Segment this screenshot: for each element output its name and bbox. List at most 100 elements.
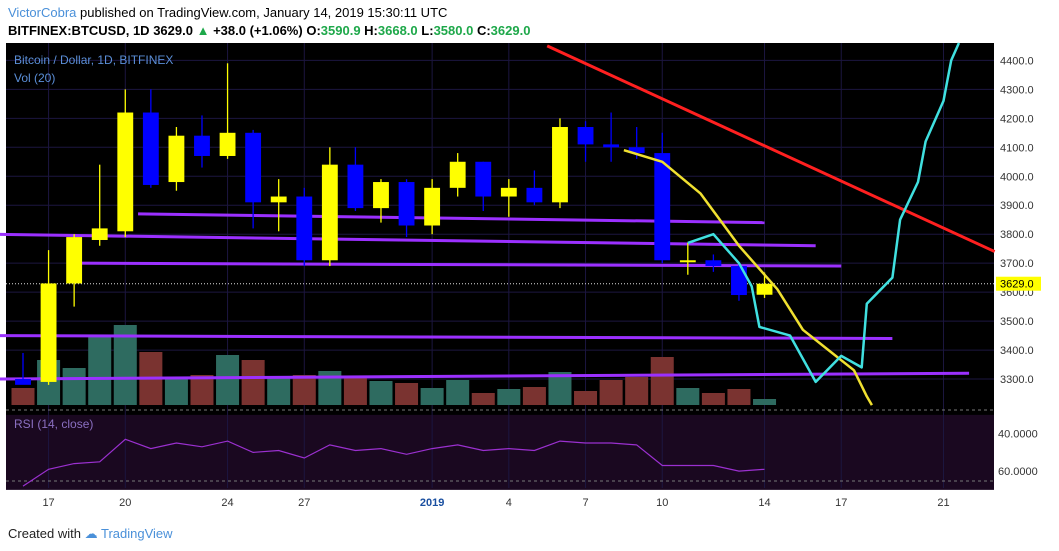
candle-body xyxy=(91,228,108,240)
volume-bar xyxy=(701,393,725,405)
projection-layer xyxy=(623,42,961,406)
y-tick-label: 4200.0 xyxy=(1000,113,1034,125)
last-price: 3629.0 xyxy=(153,23,193,38)
publish-info: published on TradingView.com, January 14… xyxy=(80,5,448,20)
x-tick-label: 21 xyxy=(937,497,949,509)
candle-body xyxy=(603,144,620,148)
x-tick-label: 27 xyxy=(298,497,310,509)
author-link[interactable]: VictorCobra xyxy=(8,5,77,20)
volume-bar xyxy=(88,337,112,405)
rsi-tick-label: 60.0000 xyxy=(998,466,1038,478)
candle-body xyxy=(219,132,236,156)
x-tick-label: 2019 xyxy=(420,497,444,509)
volume-bar xyxy=(650,357,674,405)
volume-bar xyxy=(164,378,188,405)
volume-bar xyxy=(369,381,393,405)
candle-body xyxy=(705,260,722,267)
open-value: 3590.9 xyxy=(320,23,361,38)
x-tick-label: 4 xyxy=(506,497,512,509)
open-label: O: xyxy=(306,23,321,38)
volume-bar xyxy=(216,355,240,405)
candle-body xyxy=(679,260,696,263)
volume-layer xyxy=(11,325,777,405)
chart-svg[interactable]: 3300.03400.03500.03600.03700.03800.03900… xyxy=(0,40,1059,513)
rsi-band xyxy=(6,414,994,490)
volume-bar xyxy=(574,391,598,405)
candle-body xyxy=(398,182,415,226)
y-tick-label: 4100.0 xyxy=(1000,142,1034,154)
y-tick-label: 4300.0 xyxy=(1000,84,1034,96)
candle-body xyxy=(526,187,543,203)
y-tick-label: 3500.0 xyxy=(1000,316,1034,328)
candle-body xyxy=(552,127,568,203)
x-tick-label: 14 xyxy=(758,497,770,509)
last-price-box xyxy=(996,276,1041,291)
footer-brand[interactable]: TradingView xyxy=(101,526,173,541)
rsi-layer xyxy=(22,438,765,487)
candle-body xyxy=(475,161,492,197)
candle-body xyxy=(500,187,517,197)
volume-bar xyxy=(676,388,700,405)
trend-line xyxy=(546,44,996,253)
x-tick-label: 10 xyxy=(656,497,668,509)
projection-cyan-curve xyxy=(687,42,961,384)
volume-bar xyxy=(241,360,265,405)
volume-bar xyxy=(395,383,419,405)
x-tick-label: 7 xyxy=(582,497,588,509)
volume-bar xyxy=(727,389,751,405)
volume-bar xyxy=(113,325,137,405)
candle-body xyxy=(756,283,773,295)
high-value: 3668.0 xyxy=(377,23,418,38)
volume-bar xyxy=(446,380,470,405)
candle-body xyxy=(449,161,466,188)
volume-bar xyxy=(548,372,572,405)
volume-bar xyxy=(190,375,214,405)
x-tick-label: 17 xyxy=(835,497,847,509)
high-label: H: xyxy=(364,23,378,38)
projection-yellow-curve xyxy=(623,149,873,406)
volume-bar xyxy=(599,380,623,405)
chart-area[interactable]: 3300.0 3400.0 3500.0 3600.0 3700.0 3800.0 3900… xyxy=(0,40,1059,513)
candle-body xyxy=(628,147,645,154)
y-tick-label: 3900.0 xyxy=(1000,200,1034,212)
up-arrow-icon: ▲ xyxy=(196,23,210,38)
close-value: 3629.0 xyxy=(490,23,531,38)
candle-body xyxy=(424,187,441,226)
volume-bar xyxy=(343,378,367,405)
volume-bar xyxy=(497,389,521,405)
x-tick-label: 20 xyxy=(119,497,131,509)
volume-bar xyxy=(522,387,546,405)
volume-bar xyxy=(267,378,291,405)
low-value: 3580.0 xyxy=(433,23,474,38)
candle-body xyxy=(654,153,671,261)
candle-body xyxy=(373,182,389,209)
close-label: C: xyxy=(476,23,491,38)
candle-body xyxy=(40,283,57,382)
rsi-tick-label: 40.0000 xyxy=(998,429,1038,441)
candle-layer xyxy=(15,63,773,385)
support-line xyxy=(0,371,970,381)
footer: Created with ☁ TradingView xyxy=(8,526,173,542)
candle-body xyxy=(296,196,313,261)
publish-line: VictorCobra published on TradingView.com… xyxy=(8,5,447,20)
support-line xyxy=(0,232,816,248)
candle-body xyxy=(270,196,287,203)
candle-body xyxy=(117,112,134,232)
y-tick-label: 3800.0 xyxy=(1000,229,1034,241)
volume-bar xyxy=(625,377,649,405)
y-tick-label: 3300.0 xyxy=(1000,374,1034,386)
axis-layer: 3300.03400.03500.03600.03700.03800.03900… xyxy=(42,55,1041,509)
volume-bar xyxy=(11,388,35,405)
candle-body xyxy=(245,132,262,203)
volume-bar xyxy=(62,368,86,405)
candle-body xyxy=(15,379,31,385)
candle-body xyxy=(321,164,338,261)
volume-bar xyxy=(471,393,495,405)
y-tick-label: 3400.0 xyxy=(1000,345,1034,357)
candle-body xyxy=(142,112,159,185)
footer-created-with: Created with xyxy=(8,526,81,541)
candle-body xyxy=(731,266,747,296)
rsi-label: RSI (14, close) xyxy=(14,417,93,431)
y-tick-label: 4000.0 xyxy=(1000,171,1034,183)
x-tick-label: 24 xyxy=(221,497,233,509)
